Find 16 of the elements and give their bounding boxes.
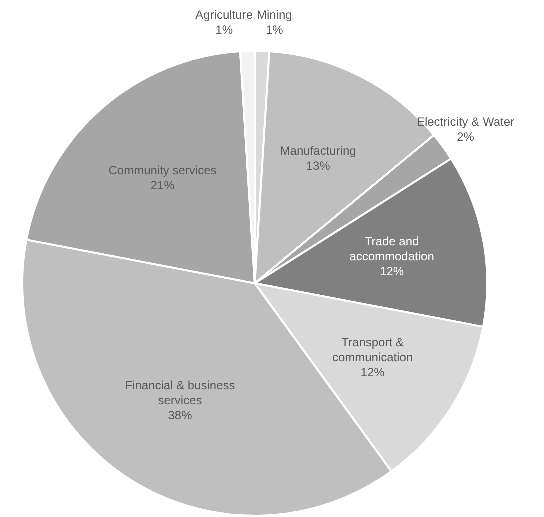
data-label: 12% (360, 366, 386, 380)
slice-label: Financial & business services (125, 378, 236, 408)
data-label: 38% (168, 408, 193, 423)
slice-label: Trade and accommodation (350, 234, 434, 264)
slice-label: Community services (108, 164, 217, 178)
data-label: 2% (457, 130, 475, 144)
data-label: 12% (380, 264, 404, 279)
slice-label: Manufacturing (280, 144, 356, 158)
slice-label: Transport & communication (332, 336, 414, 365)
data-label: 1% (266, 22, 284, 37)
data-label: 21% (150, 178, 176, 193)
data-label: 1% (216, 22, 234, 37)
data-label: 13% (306, 159, 331, 174)
slice-label: Mining (256, 8, 292, 22)
slice-label: Electricity & Water (416, 115, 515, 130)
slice-label: Agriculture (196, 8, 254, 22)
